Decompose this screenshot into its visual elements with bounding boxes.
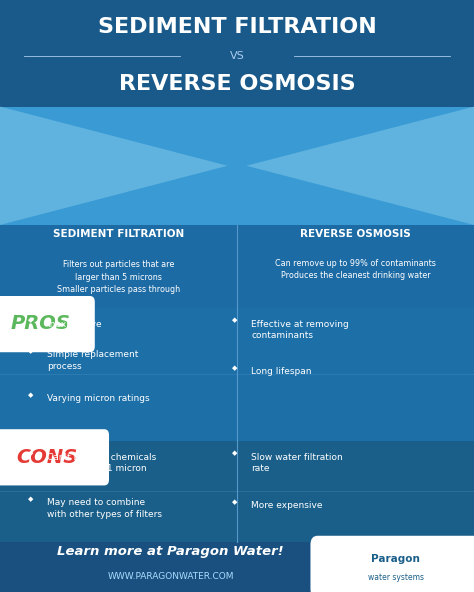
Text: ◆: ◆: [232, 451, 237, 456]
Text: Effective at removing
contaminants: Effective at removing contaminants: [251, 320, 349, 340]
Text: May need to combine
with other types of filters: May need to combine with other types of …: [47, 498, 163, 519]
Text: REVERSE OSMOSIS: REVERSE OSMOSIS: [300, 229, 411, 239]
Text: ◆: ◆: [232, 365, 237, 371]
FancyBboxPatch shape: [0, 441, 474, 542]
FancyBboxPatch shape: [0, 429, 109, 485]
Text: Learn more at Paragon Water!: Learn more at Paragon Water!: [57, 545, 284, 558]
Text: Inexpensive: Inexpensive: [47, 320, 102, 329]
Text: ◆: ◆: [28, 348, 34, 354]
Text: Slow water filtration
rate: Slow water filtration rate: [251, 453, 343, 474]
Text: Filters out particles that are
larger than 5 microns
Smaller particles pass thro: Filters out particles that are larger th…: [57, 260, 180, 294]
Text: ◆: ◆: [28, 317, 34, 323]
Text: water systems: water systems: [368, 572, 424, 582]
Text: CONS: CONS: [17, 448, 78, 466]
Text: [ filters ]: [ filters ]: [95, 158, 142, 168]
Text: SEDIMENT FILTRATION: SEDIMENT FILTRATION: [98, 17, 376, 37]
FancyBboxPatch shape: [0, 542, 474, 592]
Text: More expensive: More expensive: [251, 501, 323, 510]
Text: Paragon: Paragon: [371, 554, 420, 564]
Text: Simple replacement
process: Simple replacement process: [47, 350, 139, 371]
Text: Can remove up to 99% of contaminants
Produces the cleanest drinking water: Can remove up to 99% of contaminants Pro…: [275, 259, 436, 280]
Text: [ RO unit ]: [ RO unit ]: [327, 158, 384, 168]
FancyBboxPatch shape: [310, 536, 474, 592]
Text: Can't remove chemicals
smaller than 1 micron: Can't remove chemicals smaller than 1 mi…: [47, 453, 156, 474]
FancyBboxPatch shape: [0, 0, 474, 107]
Text: ◆: ◆: [28, 496, 34, 502]
Text: Varying micron ratings: Varying micron ratings: [47, 394, 150, 403]
FancyBboxPatch shape: [0, 107, 474, 225]
Polygon shape: [0, 107, 228, 225]
Text: VS: VS: [229, 51, 245, 60]
FancyBboxPatch shape: [0, 308, 474, 441]
Text: WWW.PARAGONWATER.COM: WWW.PARAGONWATER.COM: [108, 571, 234, 581]
Text: ◆: ◆: [232, 499, 237, 505]
Polygon shape: [246, 107, 474, 225]
FancyBboxPatch shape: [0, 225, 474, 308]
Text: PROS: PROS: [10, 314, 70, 333]
Text: ◆: ◆: [232, 317, 237, 323]
Text: REVERSE OSMOSIS: REVERSE OSMOSIS: [118, 74, 356, 94]
Text: ◆: ◆: [28, 451, 34, 456]
FancyBboxPatch shape: [0, 296, 95, 352]
Text: ◆: ◆: [28, 392, 34, 398]
Text: Long lifespan: Long lifespan: [251, 367, 312, 376]
Text: SEDIMENT FILTRATION: SEDIMENT FILTRATION: [53, 229, 184, 239]
